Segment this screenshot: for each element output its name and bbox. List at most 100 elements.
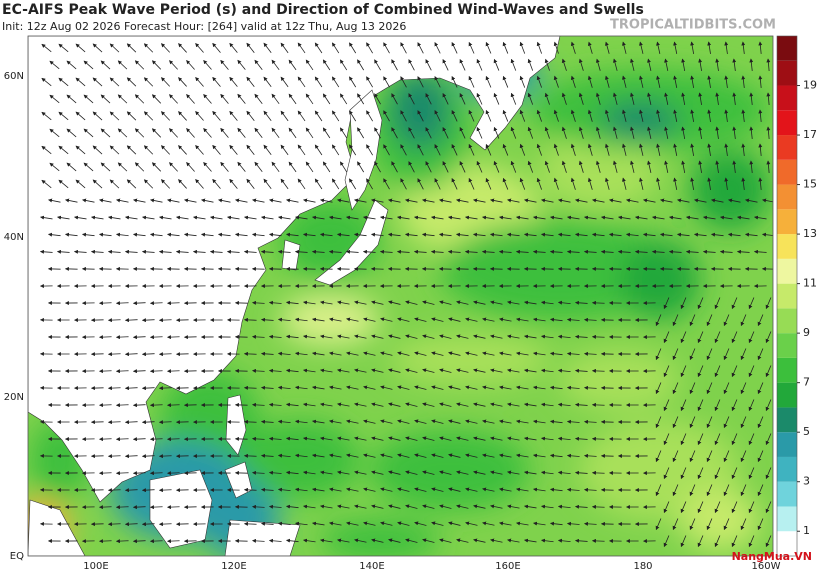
arrow [583, 385, 597, 390]
arrow [673, 143, 678, 156]
arrow [220, 127, 229, 138]
arrow [664, 160, 669, 173]
arrow [269, 198, 282, 203]
arrow [663, 467, 670, 480]
arrow [408, 127, 415, 139]
arrow [583, 521, 597, 526]
arrow [741, 41, 746, 55]
arrow [465, 487, 478, 492]
arrow [220, 161, 229, 172]
arrow [124, 249, 138, 254]
arrow [285, 470, 299, 475]
arrow [724, 109, 729, 122]
arrow [447, 249, 461, 254]
arrow [405, 198, 418, 203]
arrow [312, 351, 325, 356]
arrow [151, 128, 162, 138]
arrow [544, 126, 550, 139]
arrow [297, 144, 306, 156]
colorbar-segment [777, 110, 797, 136]
arrow [680, 365, 687, 378]
arrow [305, 59, 314, 71]
arrow [690, 177, 695, 190]
arrow [765, 297, 772, 310]
lon-label: 180 [633, 561, 652, 572]
arrow [431, 317, 444, 322]
arrow [482, 385, 495, 390]
lon-label: 160W [752, 561, 781, 572]
arrow [448, 215, 461, 220]
arrow [251, 368, 265, 373]
arrow [732, 58, 737, 72]
arrow [49, 162, 60, 172]
arrow [421, 232, 435, 237]
arrow [731, 467, 738, 480]
arrow [660, 198, 673, 203]
arrow [532, 453, 546, 458]
colorbar-segment [777, 135, 797, 160]
arrow [604, 109, 610, 122]
arrow [408, 93, 415, 105]
arrow [125, 215, 138, 220]
lon-label: 120E [221, 561, 246, 572]
arrow [681, 58, 686, 71]
arrow [707, 41, 712, 54]
arrow [312, 453, 325, 458]
arrow [651, 249, 665, 254]
arrow [659, 232, 673, 237]
arrow [549, 521, 563, 526]
colorbar-label: 5 [803, 425, 810, 438]
arrow [115, 335, 129, 340]
arrow [758, 75, 763, 89]
arrow [655, 382, 662, 395]
arrow [149, 471, 163, 476]
arrow [305, 161, 314, 173]
arrow [160, 179, 171, 189]
arrow [656, 177, 661, 190]
arrow [647, 92, 652, 105]
arrow [397, 487, 410, 492]
arrow [371, 198, 384, 203]
arrow [243, 385, 257, 390]
arrow [237, 93, 246, 104]
arrow [201, 198, 214, 203]
colorbar-label: 3 [803, 475, 810, 488]
arrow [731, 535, 738, 548]
arrow [736, 249, 750, 254]
arrow [302, 538, 316, 543]
arrow [456, 436, 469, 441]
arrow [370, 232, 384, 237]
arrow [329, 317, 342, 322]
arrow [322, 127, 331, 139]
arrow [647, 58, 652, 71]
arrow [337, 334, 350, 339]
arrow [693, 232, 707, 237]
arrow [357, 93, 365, 105]
arrow [126, 179, 137, 189]
arrow [655, 518, 662, 531]
arrow [391, 59, 398, 71]
arrow [609, 198, 622, 203]
arrow [235, 198, 248, 203]
arrow [169, 162, 178, 172]
arrow [574, 300, 588, 305]
arrow [510, 58, 517, 71]
arrow [706, 484, 713, 497]
arrow [92, 145, 103, 155]
arrow [766, 92, 771, 106]
colorbar-label: 13 [803, 227, 817, 240]
arrow [439, 300, 452, 305]
arrow [578, 58, 584, 71]
arrow [132, 232, 146, 237]
arrow [524, 436, 537, 441]
arrow [566, 351, 580, 356]
arrow [456, 198, 469, 203]
arrow [203, 127, 212, 138]
colorbar-segment [777, 234, 797, 259]
arrow [277, 249, 291, 254]
arrow [160, 145, 171, 155]
colorbar-segment [777, 506, 797, 532]
arrow [431, 351, 444, 356]
arrow [485, 109, 492, 122]
